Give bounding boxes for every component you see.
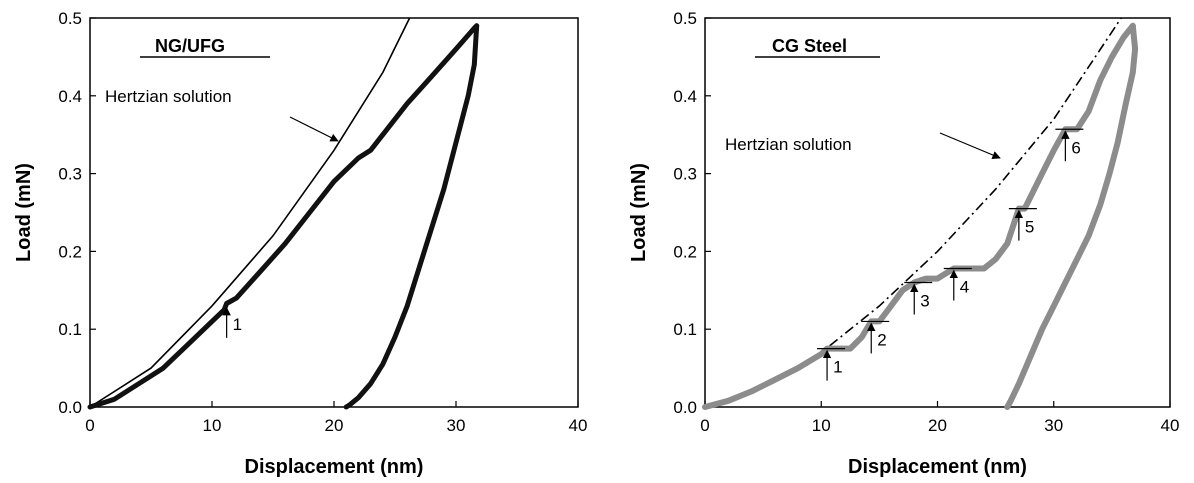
y-tick-label: 0.0 [58, 398, 82, 417]
popin-label: 1 [833, 358, 842, 377]
x-tick-label: 30 [447, 416, 466, 435]
y-tick-label: 0.1 [58, 320, 82, 339]
y-tick-label: 0.3 [58, 165, 82, 184]
y-tick-label: 0.4 [58, 87, 82, 106]
x-axis-title: Displacement (nm) [848, 456, 1027, 478]
popin-label: 3 [920, 292, 929, 311]
x-tick-label: 10 [203, 416, 222, 435]
x-tick-label: 20 [928, 416, 947, 435]
popin-label: 5 [1025, 218, 1034, 237]
plot-frame [89, 17, 579, 408]
y-tick-label: 0.4 [673, 87, 697, 106]
popin-label: 2 [877, 330, 886, 349]
annotation-label: Hertzian solution [105, 87, 232, 106]
y-tick-label: 0.1 [673, 320, 697, 339]
popin-label: 4 [960, 278, 969, 297]
x-tick-label: 0 [85, 416, 94, 435]
x-tick-label: 40 [1161, 416, 1180, 435]
popin-label: 6 [1071, 138, 1080, 157]
unloading-curve [1004, 22, 1139, 410]
x-tick-label: 20 [325, 416, 344, 435]
hertzian-curve [704, 17, 1122, 408]
chart-panel-left: NG/UFG Hertzian solution Displacement (n… [13, 9, 587, 478]
annotation-label: Hertzian solution [725, 135, 852, 154]
annotation-arrow [289, 116, 339, 142]
y-tick-label: 0.5 [58, 9, 82, 28]
popin-label: 1 [233, 315, 242, 334]
y-tick-label: 0.2 [673, 242, 697, 261]
x-axis-title: Displacement (nm) [245, 456, 424, 478]
x-tick-label: 40 [569, 416, 588, 435]
y-tick-label: 0.0 [673, 398, 697, 417]
hertzian-curve [89, 17, 411, 408]
x-tick-label: 0 [700, 416, 709, 435]
y-tick-label: 0.3 [673, 165, 697, 184]
x-tick-label: 10 [812, 416, 831, 435]
y-tick-label: 0.5 [673, 9, 697, 28]
x-tick-label: 30 [1044, 416, 1063, 435]
y-tick-label: 0.2 [58, 242, 82, 261]
loading-curve [702, 22, 1136, 410]
annotation-arrow [939, 132, 1001, 159]
unloading-curve [343, 23, 480, 410]
y-axis-title: Load (mN) [628, 163, 650, 262]
loading-curve [87, 23, 480, 410]
panel-title: NG/UFG [155, 36, 225, 56]
panel-title: CG Steel [772, 36, 847, 56]
chart-panel-right: CG Steel Hertzian solution Displacement … [628, 9, 1179, 478]
y-axis-title: Load (mN) [13, 163, 35, 262]
